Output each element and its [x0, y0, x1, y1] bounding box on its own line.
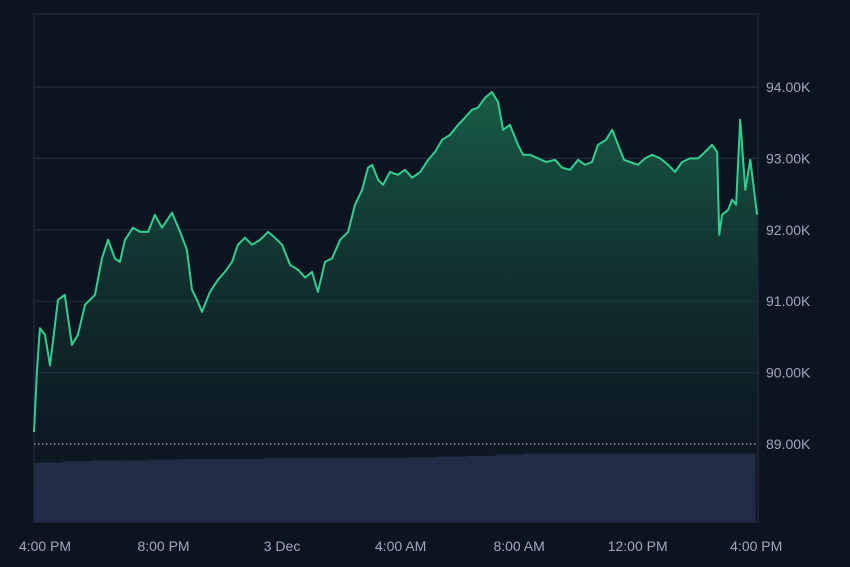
price-line: [33, 91, 759, 432]
x-tick-label: 4:00 PM: [19, 538, 71, 554]
x-tick-label: 8:00 PM: [137, 538, 189, 554]
y-tick-label: 93.00K: [766, 150, 811, 166]
price-area-fill: [34, 92, 758, 522]
y-tick-label: 94.00K: [766, 79, 811, 95]
x-tick-label: 4:00 AM: [375, 538, 426, 554]
y-tick-label: 91.00K: [766, 293, 811, 309]
x-tick-label: 3 Dec: [264, 538, 301, 554]
y-tick-label: 92.00K: [766, 222, 811, 238]
y-tick-label: 89.00K: [766, 436, 811, 452]
x-tick-label: 4:00 PM: [730, 538, 782, 554]
x-tick-label: 12:00 PM: [608, 538, 668, 554]
x-tick-label: 8:00 AM: [493, 538, 544, 554]
y-tick-label: 90.00K: [766, 365, 811, 381]
